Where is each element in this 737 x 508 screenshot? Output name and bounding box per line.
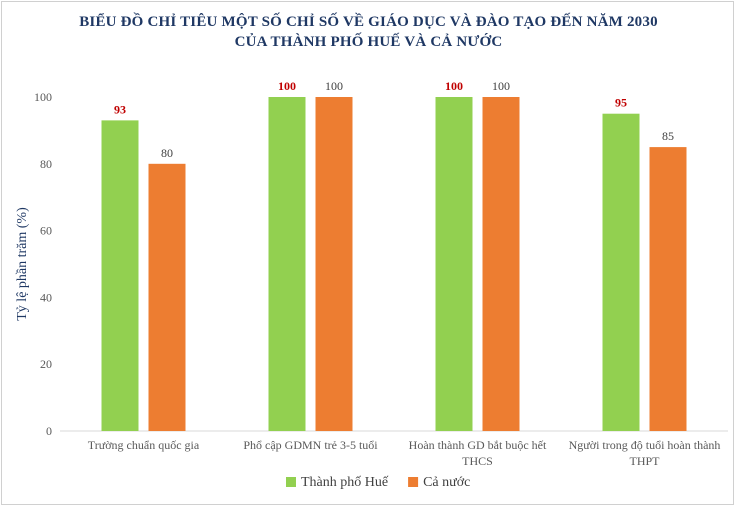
legend-swatch-ca-nuoc [408,477,419,487]
legend-swatch-hue [286,477,296,487]
data-label-hue-1: 100 [278,79,296,93]
bar-ca-nuoc-0 [148,163,186,432]
data-label-hue-0: 93 [114,102,126,116]
data-label-ca-nuoc-1: 100 [325,79,343,93]
data-label-hue-3: 95 [615,96,627,110]
category-label-2-1: THCS [462,454,493,468]
bar-hue-2 [435,97,473,431]
y-tick-label-40: 40 [40,290,52,304]
y-tick-label-20: 20 [40,357,52,371]
bar-ca-nuoc-1 [315,97,353,431]
category-labels: Trường chuẩn quốc gia Phổ cập GDMN trẻ 3-… [88,438,721,468]
category-label-0-0: Trường chuẩn quốc gia [88,438,200,452]
bar-ca-nuoc-2 [482,97,520,431]
data-labels: 93 80 100 100 100 100 95 85 [114,79,674,160]
category-label-2-0: Hoàn thành GD bắt buộc hết [409,438,547,452]
legend-label-ca-nuoc: Cả nước [423,475,470,490]
y-tick-label-60: 60 [40,224,52,238]
data-label-ca-nuoc-2: 100 [492,79,510,93]
data-label-ca-nuoc-3: 85 [662,129,674,143]
data-label-ca-nuoc-0: 80 [161,146,173,160]
y-axis-label: Tỷ lệ phần trăm (%) [15,207,30,321]
y-axis-ticks: 0 20 40 60 80 100 [34,90,52,438]
chart-title-line-2: CỦA THÀNH PHỐ HUẾ VÀ CẢ NƯỚC [234,34,503,50]
bar-hue-0 [101,120,139,431]
data-label-hue-2: 100 [445,79,463,93]
category-label-1-0: Phổ cập GDMN trẻ 3-5 tuổi [243,438,378,452]
y-tick-label-0: 0 [46,424,52,438]
bar-hue-3 [602,113,640,431]
chart-title-line-1: BIỂU ĐỒ CHỈ TIÊU MỘT SỐ CHỈ SỐ VỀ GIÁO D… [79,14,658,30]
bar-ca-nuoc-3 [649,147,687,431]
bar-hue-1 [268,97,306,431]
bars [101,97,687,432]
category-label-3-0: Người trong độ tuổi hoàn thành [569,438,721,452]
legend-label-hue: Thành phố Huế [301,475,389,490]
y-tick-label-100: 100 [34,90,52,104]
legend: Thành phố Huế Cả nước [286,475,470,490]
category-label-3-1: THPT [630,454,661,468]
y-tick-label-80: 80 [40,157,52,171]
